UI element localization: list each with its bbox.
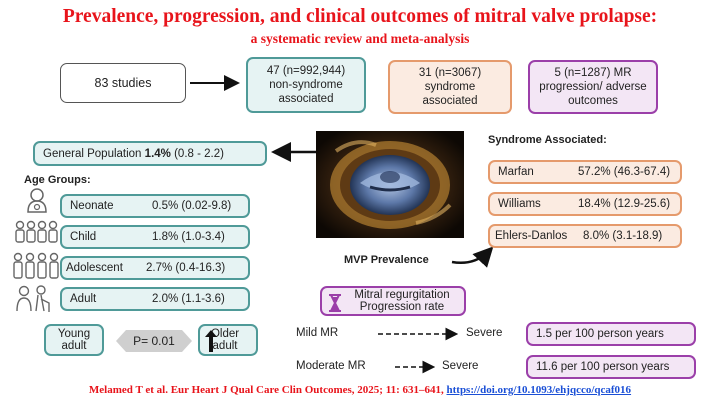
syndrome-value: 18.4% (12.9-25.6) <box>578 198 671 210</box>
mvp-echo-image <box>316 131 464 238</box>
syndrome-row-williams: Williams 18.4% (12.9-25.6) <box>488 192 682 216</box>
general-population-label: General Population <box>43 147 142 160</box>
children-icon <box>15 220 58 243</box>
general-population-ci: (0.8 - 2.2) <box>174 147 224 160</box>
age-row-adult: Adult 2.0% (1.1-3.6) <box>60 287 250 311</box>
syndrome-box: 31 (n=3067) syndrome associated <box>388 60 512 114</box>
age-name: Child <box>70 231 97 243</box>
mr-row-2-rate: 11.6 per 100 person years <box>526 355 696 379</box>
page-subtitle: a systematic review and meta-analysis <box>250 31 470 46</box>
general-population-box: General Population 1.4% (0.8 - 2.2) <box>33 141 267 166</box>
syndrome-row-ehlers-danlos: Ehlers-Danlos 8.0% (3.1-18.9) <box>488 224 682 248</box>
general-population-value: 1.4% <box>144 147 171 160</box>
syndrome-value: 8.0% (3.1-18.9) <box>583 230 663 242</box>
mr-heading-line2: Progression rate <box>359 301 445 313</box>
syndrome-name: Marfan <box>498 166 534 178</box>
age-name: Adolescent <box>66 262 123 274</box>
citation-link[interactable]: https://doi.org/10.1093/ehjqcco/qcaf016 <box>446 384 632 396</box>
non-syndrome-box: 47 (n=992,944) non-syndrome associated <box>246 57 366 113</box>
mr-heading-line1: Mitral regurgitation <box>354 289 450 301</box>
older-adult-label: Older adult <box>210 328 240 352</box>
mr-row-1-rate: 1.5 per 100 person years <box>526 322 696 346</box>
age-row-adolescent: Adolescent 2.7% (0.4-16.3) <box>60 256 250 280</box>
age-row-child: Child 1.8% (1.0-3.4) <box>60 225 250 249</box>
outcomes-box: 5 (n=1287) MR progression/ adverse outco… <box>528 60 658 114</box>
age-value: 2.7% (0.4-16.3) <box>146 262 226 274</box>
age-row-neonate: Neonate 0.5% (0.02-9.8) <box>60 194 250 218</box>
p-value-shape <box>116 330 192 352</box>
hourglass-icon <box>328 294 342 315</box>
p-value: P= 0.01 <box>133 334 175 348</box>
age-groups-heading: Age Groups: <box>24 174 91 186</box>
baby-icon <box>27 188 47 213</box>
mr-row-2-to: Severe <box>442 360 479 372</box>
mr-row-1-from: Mild MR <box>296 327 339 339</box>
page-title: Prevalence, progression, and clinical ou… <box>62 6 658 27</box>
mr-row-2-from: Moderate MR <box>296 360 366 372</box>
citation-text: Melamed T et al. Eur Heart J Qual Care C… <box>88 384 447 396</box>
adults-icon <box>16 285 50 312</box>
syndrome-name: Williams <box>498 198 541 210</box>
caption-to-syndrome-arrow <box>451 246 494 268</box>
citation: Melamed T et al. Eur Heart J Qual Care C… <box>0 384 720 396</box>
age-value: 1.8% (1.0-3.4) <box>152 231 225 243</box>
older-adult-box: Older adult <box>198 324 258 356</box>
age-value: 0.5% (0.02-9.8) <box>152 200 232 212</box>
age-name: Neonate <box>70 200 114 212</box>
studies-box: 83 studies <box>60 63 186 103</box>
young-adult-box: Young adult <box>44 324 104 356</box>
syndrome-name: Ehlers-Danlos <box>495 230 568 242</box>
mr-row-1-to: Severe <box>466 327 503 339</box>
syndrome-value: 57.2% (46.3-67.4) <box>578 166 671 178</box>
adolescents-icon <box>13 252 59 279</box>
mvp-prevalence-caption: MVP Prevalence <box>344 254 429 266</box>
mr-progression-box: Mitral regurgitation Progression rate <box>320 286 466 316</box>
up-arrow-icon <box>205 330 217 355</box>
age-value: 2.0% (1.1-3.6) <box>152 293 225 305</box>
age-name: Adult <box>70 293 97 305</box>
syndrome-row-marfan: Marfan 57.2% (46.3-67.4) <box>488 160 682 184</box>
syndrome-heading: Syndrome Associated: <box>488 134 607 146</box>
